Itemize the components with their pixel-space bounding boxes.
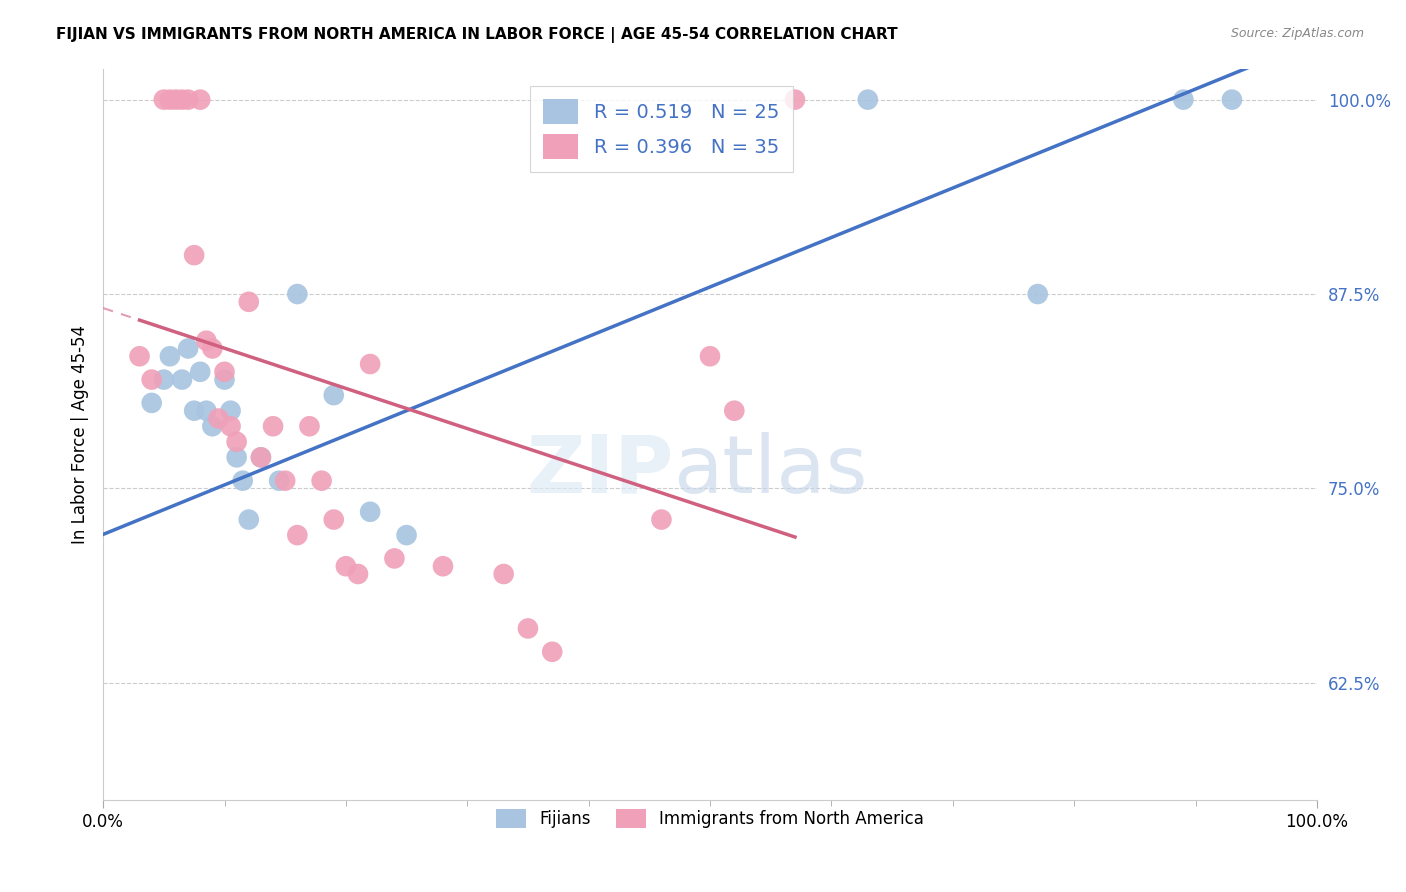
- Point: [699, 349, 721, 363]
- Point: [153, 93, 176, 107]
- Point: [165, 93, 187, 107]
- Point: [347, 566, 370, 581]
- Point: [225, 450, 247, 465]
- Point: [322, 388, 344, 402]
- Point: [225, 434, 247, 449]
- Point: [153, 373, 176, 387]
- Point: [177, 342, 200, 356]
- Point: [322, 512, 344, 526]
- Point: [359, 505, 381, 519]
- Point: [141, 373, 163, 387]
- Point: [177, 93, 200, 107]
- Point: [183, 403, 205, 417]
- Point: [195, 334, 218, 348]
- Point: [170, 93, 193, 107]
- Point: [159, 93, 181, 107]
- Text: FIJIAN VS IMMIGRANTS FROM NORTH AMERICA IN LABOR FORCE | AGE 45-54 CORRELATION C: FIJIAN VS IMMIGRANTS FROM NORTH AMERICA …: [56, 27, 898, 43]
- Point: [141, 396, 163, 410]
- Point: [238, 294, 260, 309]
- Point: [195, 403, 218, 417]
- Point: [201, 419, 224, 434]
- Point: [201, 342, 224, 356]
- Point: [856, 93, 879, 107]
- Point: [1026, 287, 1049, 301]
- Point: [492, 566, 515, 581]
- Point: [219, 403, 242, 417]
- Point: [384, 551, 406, 566]
- Point: [207, 411, 229, 425]
- Text: ZIP: ZIP: [526, 432, 673, 509]
- Y-axis label: In Labor Force | Age 45-54: In Labor Force | Age 45-54: [72, 325, 89, 543]
- Point: [262, 419, 284, 434]
- Point: [250, 450, 273, 465]
- Text: atlas: atlas: [673, 432, 868, 509]
- Point: [274, 474, 297, 488]
- Point: [1173, 93, 1195, 107]
- Point: [159, 349, 181, 363]
- Point: [188, 365, 211, 379]
- Point: [541, 645, 564, 659]
- Point: [516, 622, 538, 636]
- Point: [395, 528, 418, 542]
- Point: [723, 403, 745, 417]
- Point: [432, 559, 454, 574]
- Legend: Fijians, Immigrants from North America: Fijians, Immigrants from North America: [489, 803, 931, 835]
- Point: [783, 93, 806, 107]
- Point: [232, 474, 254, 488]
- Point: [238, 512, 260, 526]
- Point: [250, 450, 273, 465]
- Point: [214, 373, 236, 387]
- Point: [219, 419, 242, 434]
- Point: [285, 528, 308, 542]
- Point: [214, 365, 236, 379]
- Point: [335, 559, 357, 574]
- Point: [359, 357, 381, 371]
- Point: [170, 373, 193, 387]
- Point: [269, 474, 291, 488]
- Point: [128, 349, 150, 363]
- Point: [188, 93, 211, 107]
- Point: [298, 419, 321, 434]
- Point: [285, 287, 308, 301]
- Point: [311, 474, 333, 488]
- Point: [1220, 93, 1243, 107]
- Point: [183, 248, 205, 262]
- Point: [650, 512, 672, 526]
- Text: Source: ZipAtlas.com: Source: ZipAtlas.com: [1230, 27, 1364, 40]
